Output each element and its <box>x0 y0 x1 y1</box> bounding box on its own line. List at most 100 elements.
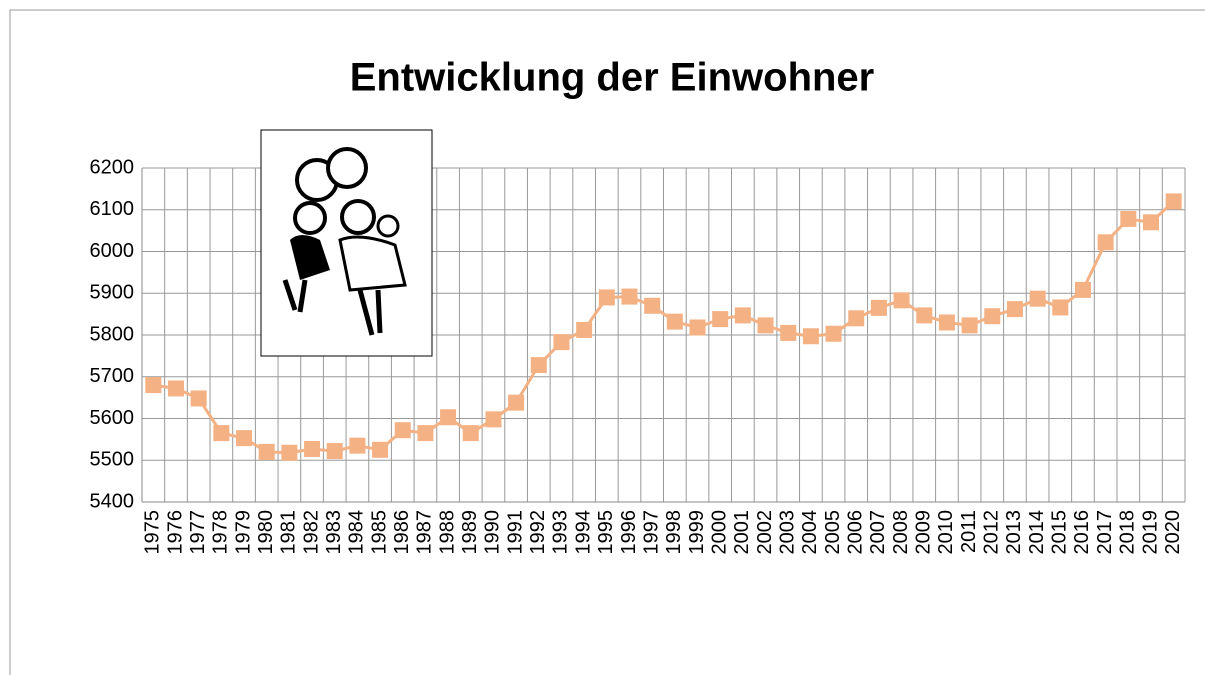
x-tick-label: 2017 <box>1094 510 1116 555</box>
x-tick-label: 1988 <box>436 510 458 555</box>
data-marker <box>1074 281 1091 298</box>
data-marker <box>440 409 457 426</box>
x-tick-label: 2003 <box>776 510 798 555</box>
x-tick-label: 1983 <box>323 510 345 555</box>
x-tick-label: 1981 <box>278 510 300 555</box>
y-tick-label: 5700 <box>90 365 135 387</box>
data-marker <box>394 422 411 439</box>
data-marker <box>780 324 797 341</box>
x-tick-label: 1987 <box>414 510 436 555</box>
x-tick-label: 1999 <box>686 510 708 555</box>
data-marker <box>576 321 593 338</box>
data-marker <box>553 334 570 351</box>
x-tick-label: 1978 <box>210 510 232 555</box>
data-marker <box>984 308 1001 325</box>
data-marker <box>462 425 479 442</box>
plot-area: 5400 5500 5600 5700 5800 5900 6000 6100 6200 1975… <box>90 156 1186 555</box>
x-tick-label: 1984 <box>346 510 368 555</box>
data-marker <box>168 380 185 397</box>
x-tick-label: 2005 <box>822 510 844 555</box>
data-marker <box>190 390 207 407</box>
x-tick-label: 2001 <box>731 510 753 555</box>
data-marker <box>1006 301 1023 318</box>
x-tick-label: 2007 <box>867 510 889 555</box>
data-marker <box>893 292 910 309</box>
y-tick-label: 5800 <box>90 323 135 345</box>
x-tick-label: 1985 <box>368 510 390 555</box>
data-marker <box>757 317 774 334</box>
data-marker <box>712 311 729 328</box>
data-marker <box>281 444 298 461</box>
data-marker <box>508 394 525 411</box>
y-tick-label: 6200 <box>90 156 135 178</box>
x-tick-label: 1986 <box>391 510 413 555</box>
data-marker <box>621 288 638 305</box>
x-tick-label: 1977 <box>187 510 209 555</box>
x-tick-label: 1982 <box>300 510 322 555</box>
data-marker <box>1029 290 1046 307</box>
x-tick-label: 1996 <box>618 510 640 555</box>
chart-title: Entwicklung der Einwohner <box>350 56 875 100</box>
y-tick-label: 6100 <box>90 198 135 220</box>
y-tick-label: 5900 <box>90 282 135 304</box>
x-tick-label: 2000 <box>708 510 730 555</box>
x-tick-label: 1979 <box>232 510 254 555</box>
data-marker <box>870 299 887 316</box>
x-tick-label: 2004 <box>799 510 821 555</box>
data-marker <box>1052 299 1069 316</box>
x-tick-label: 2014 <box>1026 510 1048 555</box>
x-tick-label: 2009 <box>913 510 935 555</box>
data-marker <box>304 440 321 457</box>
data-marker <box>825 325 842 342</box>
x-tick-label: 2006 <box>845 510 867 555</box>
x-tick-label: 1997 <box>640 510 662 555</box>
data-marker <box>644 297 661 314</box>
x-tick-label: 2015 <box>1049 510 1071 555</box>
data-marker <box>1142 214 1159 231</box>
data-marker <box>417 425 434 442</box>
x-tick-label: 2012 <box>981 510 1003 555</box>
data-marker <box>666 313 683 330</box>
y-tick-label: 5400 <box>90 490 135 512</box>
x-tick-label: 2010 <box>935 510 957 555</box>
data-marker <box>598 289 615 306</box>
x-tick-label: 1994 <box>572 510 594 555</box>
x-tick-label: 2008 <box>890 510 912 555</box>
x-tick-label: 2011 <box>958 510 980 553</box>
y-tick-label: 5500 <box>90 449 135 471</box>
x-tick-label: 1975 <box>142 510 164 555</box>
data-marker <box>938 314 955 331</box>
x-tick-label: 1998 <box>663 510 685 555</box>
x-tick-label: 2013 <box>1003 510 1025 555</box>
data-marker <box>326 443 343 460</box>
data-line <box>153 200 1175 455</box>
data-marker <box>372 441 389 458</box>
data-marker <box>916 307 933 324</box>
data-marker <box>145 377 162 394</box>
data-marker <box>848 310 865 327</box>
data-marker <box>236 430 253 447</box>
data-marker <box>961 317 978 334</box>
x-tick-label: 1995 <box>595 510 617 555</box>
data-marker <box>689 319 706 336</box>
y-tick-label: 6000 <box>90 240 135 262</box>
family-picture <box>260 129 433 357</box>
data-marker <box>802 328 819 345</box>
data-marker <box>349 437 366 454</box>
x-tick-label: 1992 <box>527 510 549 555</box>
data-marker <box>734 307 751 324</box>
frame <box>9 9 1205 675</box>
data-marker <box>258 443 275 460</box>
data-marker <box>213 425 230 442</box>
x-tick-label: 2016 <box>1071 510 1093 555</box>
x-tick-label: 2019 <box>1139 510 1161 555</box>
data-marker <box>1165 193 1182 210</box>
x-tick-label: 1989 <box>459 510 481 555</box>
data-marker <box>1097 234 1114 251</box>
x-tick-label: 1976 <box>164 510 186 555</box>
data-marker <box>530 357 547 374</box>
x-tick-label: 1980 <box>255 510 277 555</box>
x-tick-label: 2002 <box>754 510 776 555</box>
x-tick-label: 2020 <box>1162 510 1184 555</box>
